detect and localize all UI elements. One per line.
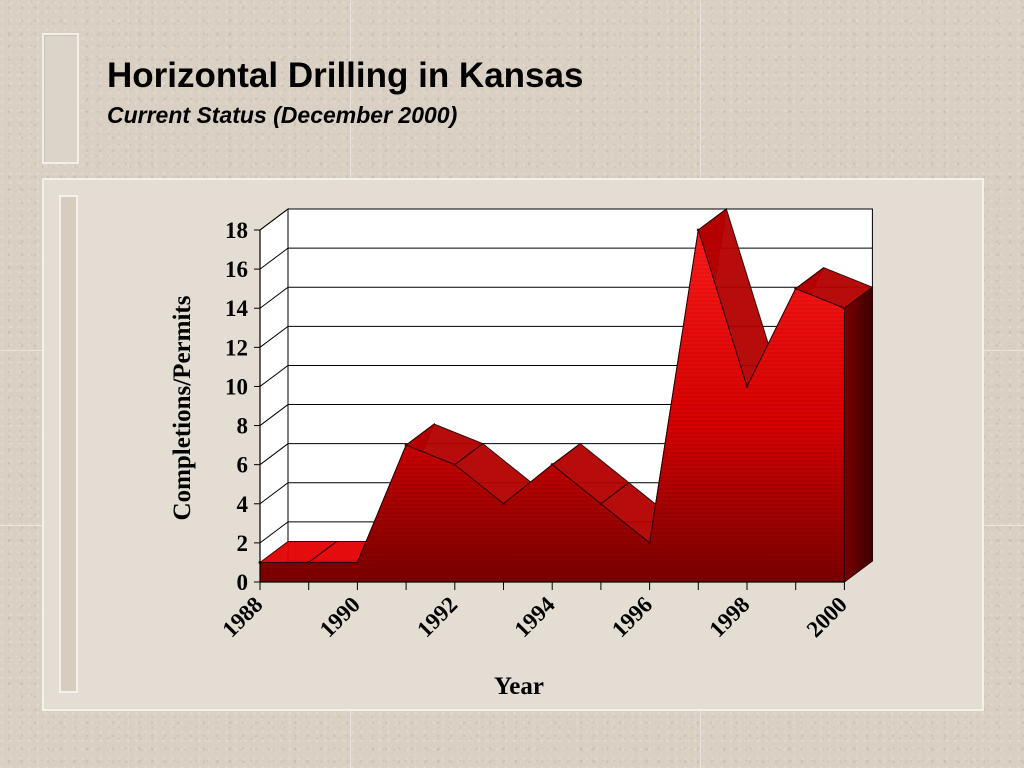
x-tick-label: 1990 (315, 592, 365, 642)
chart-side-wall (259, 208, 289, 583)
x-tick-label: 1996 (607, 592, 657, 642)
data-point-1995 (599, 502, 603, 506)
gridline (259, 247, 873, 270)
gridline (259, 286, 873, 309)
x-tick-label: 1992 (412, 592, 462, 642)
data-point-1991 (404, 443, 408, 447)
y-axis-title: Completions/Permits (169, 295, 196, 520)
data-point-1989 (307, 560, 311, 564)
data-point-1996 (648, 541, 652, 545)
y-tick-label: 2 (237, 531, 249, 556)
data-point-1990 (355, 560, 359, 564)
y-tick-label: 8 (237, 414, 249, 439)
data-point-1994 (550, 463, 554, 467)
data-point-1997 (696, 228, 700, 232)
y-tick-label: 18 (225, 218, 248, 243)
y-tick-label: 0 (237, 570, 249, 595)
gridline (259, 325, 873, 348)
y-tick-label: 12 (225, 335, 248, 360)
slide-title: Horizontal Drilling in Kansas (107, 56, 584, 95)
y-tick-label: 4 (237, 492, 249, 517)
data-point-1998 (745, 384, 749, 388)
data-point-1993 (502, 502, 505, 506)
y-tick-label: 6 (237, 453, 249, 478)
x-tick-label: 2000 (802, 592, 852, 642)
data-point-1999 (794, 287, 798, 291)
chart-panel-accent-bar (59, 195, 78, 693)
y-tick-label: 14 (225, 296, 249, 321)
x-axis-title: Year (494, 673, 544, 700)
x-tick-label: 1998 (704, 592, 754, 642)
title-accent-bar (42, 33, 79, 164)
data-point-1992 (453, 463, 457, 467)
x-tick-label: 1988 (217, 592, 267, 642)
y-tick-label: 10 (225, 374, 248, 399)
y-tick-label: 16 (225, 257, 248, 282)
gridline (259, 208, 873, 231)
slide-subtitle: Current Status (December 2000) (107, 102, 458, 128)
area-end-face (843, 286, 873, 583)
area-front-shading (260, 230, 845, 582)
data-point-2000 (842, 306, 846, 310)
x-tick-label: 1994 (510, 592, 561, 643)
